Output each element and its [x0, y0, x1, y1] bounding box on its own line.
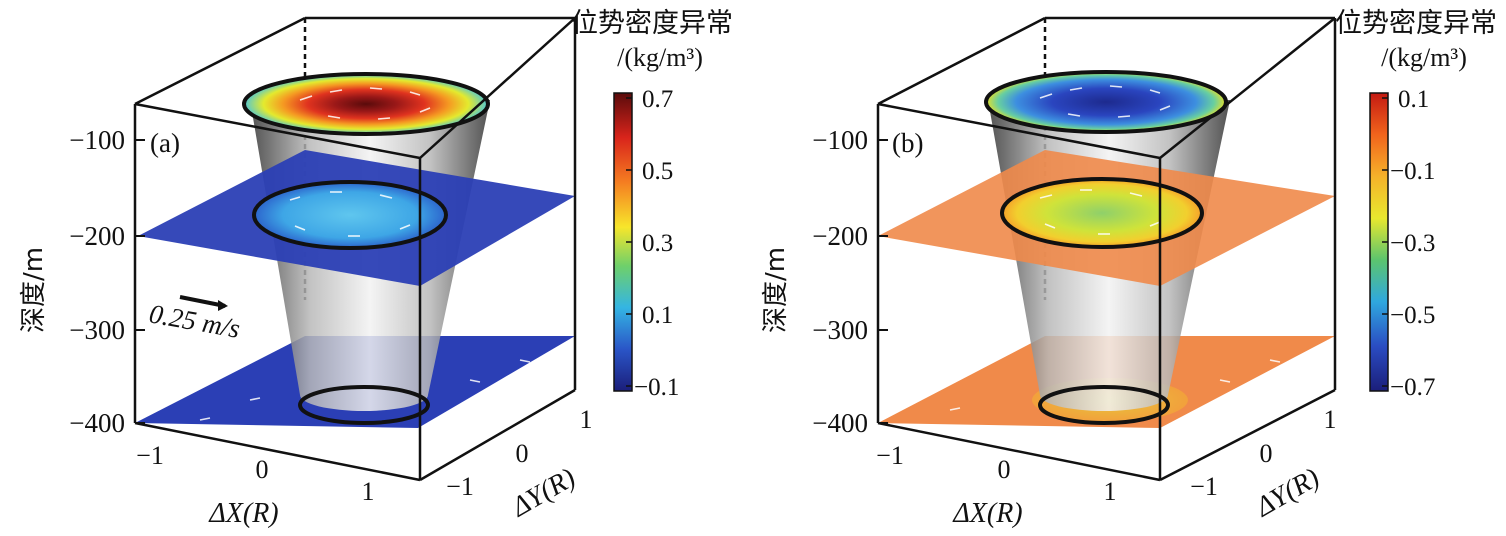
y-tick-label: 1: [580, 405, 593, 434]
colorbar-title: 位势密度异常: [1335, 8, 1497, 39]
velocity-vectors: [949, 85, 1281, 411]
colorbar-tick-label: −0.1: [1390, 158, 1435, 185]
vector-scale-arrow: [179, 295, 228, 311]
y-tick-label: −1: [1190, 472, 1218, 501]
x-tick-label: 1: [362, 477, 375, 506]
z-tick-label: −300: [812, 315, 868, 345]
box-front-edges: [133, 17, 577, 482]
z-tick-label: −400: [812, 408, 868, 438]
x-tick-label: 0: [256, 455, 269, 484]
colorbar-tick-label: 0.1: [642, 302, 673, 329]
slice-middle-core: [254, 182, 446, 248]
chart-a-svg: −100 −200 −300 −400 深度/m −1 0 1 ΔX(R) −1…: [19, 8, 733, 529]
y-tick-label: 0: [1260, 439, 1273, 468]
z-tick-label: −200: [69, 221, 125, 251]
colorbar-tick-label: 0.3: [642, 230, 673, 257]
y-tick-label: −1: [446, 472, 474, 501]
panel-label: (a): [150, 128, 180, 158]
x-axis-label: ΔX(R): [952, 498, 1022, 529]
colorbar-tick-label: 0.1: [1398, 86, 1429, 113]
x-tick-label: −1: [876, 441, 904, 470]
y-axis-label: ΔY(R): [506, 462, 581, 523]
z-axis-label: 深度/m: [19, 247, 49, 333]
colorbar-title: 位势密度异常: [571, 8, 733, 39]
cone-bottom-ring: [1038, 385, 1170, 425]
colorbar-unit: /(kg/m³): [617, 43, 703, 72]
colorbar-tick-label: −0.5: [1390, 302, 1435, 329]
slice-top: [984, 70, 1228, 134]
colorbar-tick-label: 0.7: [642, 86, 673, 113]
chart-panel-b: −100 −200 −300 −400 深度/m −1 0 1 ΔX(R) −1…: [740, 0, 1497, 536]
x-axis-label: ΔX(R): [208, 498, 278, 529]
slice-top: [242, 72, 490, 136]
x-tick-label: 1: [1104, 477, 1117, 506]
slice-middle-ring: [1000, 177, 1204, 249]
z-tick-label: −100: [812, 125, 868, 155]
panel-label: (b): [892, 128, 923, 158]
velocity-vectors: [199, 87, 531, 421]
y-tick-label: 0: [516, 439, 529, 468]
colorbar-tick-label: −0.3: [1390, 230, 1435, 257]
colorbar-unit: /(kg/m³): [1381, 43, 1467, 72]
slice-middle-core: [1002, 179, 1202, 247]
z-tick-label: −300: [69, 315, 125, 345]
colorbar-tick-label: −0.7: [1390, 374, 1435, 401]
box-front-edges: [876, 17, 1337, 482]
z-tick-label: −400: [69, 408, 125, 438]
x-tick-label: 0: [998, 455, 1011, 484]
cone-bottom-ring: [298, 385, 430, 425]
vector-scale-label: 0.25 m/s: [147, 298, 242, 343]
x-tick-label: −1: [136, 441, 164, 470]
colorbar-tick-label: 0.5: [642, 158, 673, 185]
chart-panel-a: −100 −200 −300 −400 深度/m −1 0 1 ΔX(R) −1…: [19, 8, 733, 529]
z-tick-label: −100: [69, 125, 125, 155]
z-axis-ticks: [135, 139, 145, 424]
y-axis-label: ΔY(R): [1250, 462, 1325, 523]
z-axis-ticks: [878, 139, 888, 424]
colorbar-tick-label: −0.1: [634, 374, 679, 401]
y-tick-label: 1: [1324, 405, 1337, 434]
chart-b-svg: −100 −200 −300 −400 深度/m −1 0 1 ΔX(R) −1…: [761, 8, 1497, 529]
z-axis-label: 深度/m: [761, 247, 791, 333]
slice-middle-ring: [252, 180, 448, 250]
z-tick-label: −200: [812, 221, 868, 251]
